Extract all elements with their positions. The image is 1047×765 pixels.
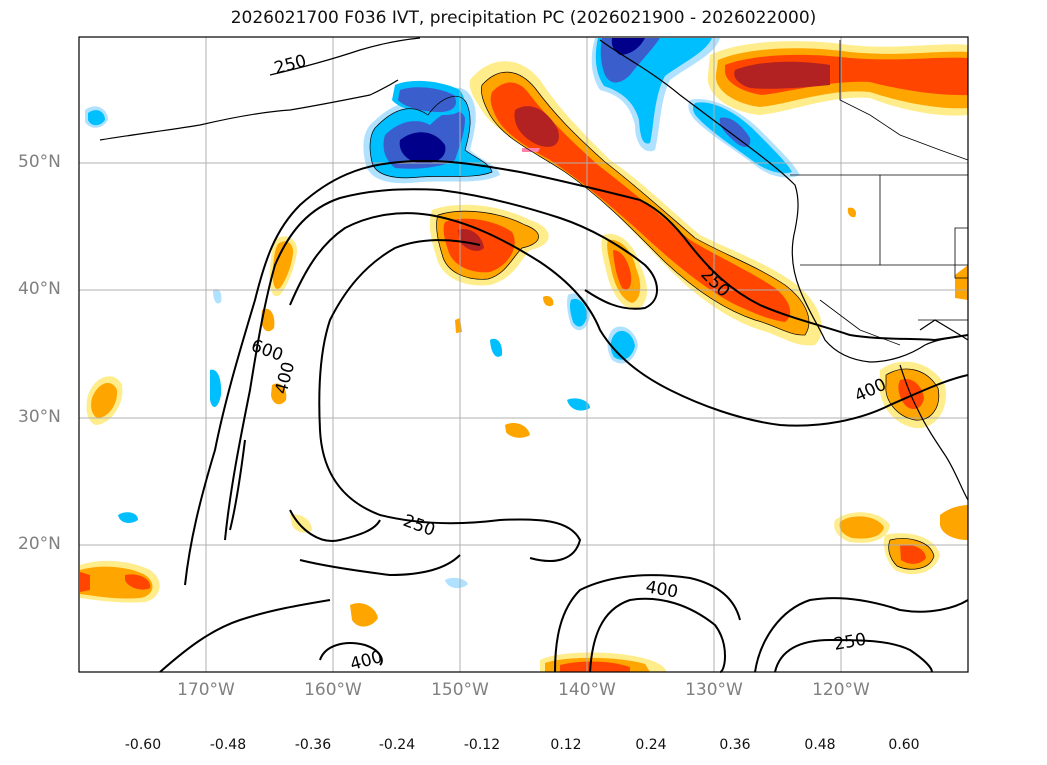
lon-label: 160°W <box>304 680 362 700</box>
colorbar-tick-label: 0.60 <box>888 737 920 753</box>
colorbar-tick-label: 0.36 <box>719 737 751 753</box>
lat-label: 20°N <box>18 534 61 554</box>
lat-label: 50°N <box>18 152 61 172</box>
colorbar-tick-label: -0.48 <box>209 737 247 753</box>
colorbar-tick-label: -0.36 <box>294 737 332 753</box>
ivt-contour-250 <box>184 159 969 586</box>
contour-label: 250 <box>832 630 867 655</box>
political-borders <box>790 40 969 346</box>
ivt-contours <box>159 159 969 673</box>
contour-label: 250 <box>400 511 437 541</box>
colorbar-tick-label: 0.24 <box>635 737 667 753</box>
contour-label: 400 <box>348 647 385 675</box>
colorbar-tick-label: 0.12 <box>550 737 582 753</box>
map-figure: 250 250 250 250 400 400 400 400 600 <box>78 36 969 675</box>
contour-label: 250 <box>272 51 309 79</box>
coastlines <box>99 37 969 501</box>
lon-label: 150°W <box>431 680 489 700</box>
lon-label: 120°W <box>812 680 870 700</box>
contour-label: 400 <box>272 360 300 397</box>
colorbar-tick-label: -0.60 <box>124 737 162 753</box>
precip-shading <box>80 38 968 672</box>
lon-label: 170°W <box>177 680 235 700</box>
colorbar-tick-label: -0.24 <box>378 737 416 753</box>
ivt-contour-400 <box>224 188 658 541</box>
colorbar-tick-label: 0.48 <box>804 737 836 753</box>
lat-label: 30°N <box>18 407 61 427</box>
lon-label: 130°W <box>685 680 743 700</box>
map-title: 2026021700 F036 IVT, precipitation PC (2… <box>230 8 817 28</box>
lon-label: 140°W <box>558 680 616 700</box>
map-frame <box>78 36 969 673</box>
colorbar-tick-label: -0.12 <box>463 737 501 753</box>
lat-label: 40°N <box>18 279 61 299</box>
